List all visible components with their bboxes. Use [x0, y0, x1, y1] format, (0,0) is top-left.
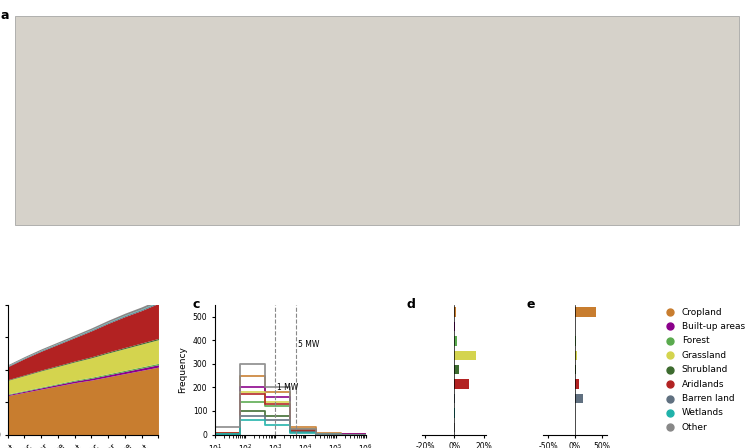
Text: 5 MW: 5 MW [298, 340, 319, 349]
Text: Cropland: Cropland [682, 307, 722, 317]
Bar [575, 394, 583, 403]
Text: c: c [192, 298, 200, 311]
Text: Wetlands: Wetlands [682, 409, 724, 418]
Bar [575, 307, 596, 317]
Text: Aridlands: Aridlands [682, 379, 724, 388]
Text: Shrubland: Shrubland [682, 365, 728, 374]
Y-axis label: Frequency: Frequency [178, 346, 187, 393]
Text: a: a [0, 9, 8, 22]
Bar [455, 336, 457, 345]
Bar [575, 336, 576, 345]
Bar [575, 365, 576, 375]
Bar [455, 365, 458, 375]
Bar [575, 351, 577, 360]
Text: e: e [527, 298, 535, 311]
Text: Built-up areas: Built-up areas [682, 322, 745, 331]
Bar [455, 379, 469, 389]
Text: 1 MW: 1 MW [277, 383, 298, 392]
Text: Other: Other [682, 423, 707, 432]
Bar [575, 379, 579, 389]
Bar [455, 307, 456, 317]
Text: Barren land: Barren land [682, 394, 734, 403]
Text: d: d [406, 298, 415, 311]
Text: Forest: Forest [682, 336, 710, 345]
Bar [455, 351, 477, 360]
Text: Grassland: Grassland [682, 351, 727, 360]
